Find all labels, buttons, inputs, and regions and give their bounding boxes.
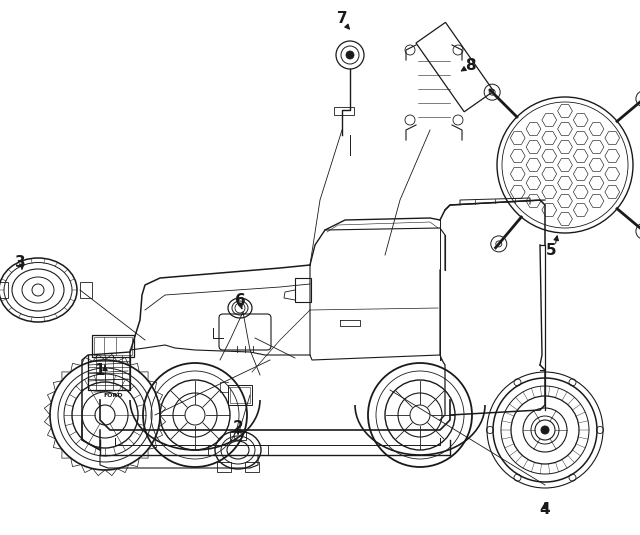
Text: FORD: FORD <box>103 393 123 398</box>
Bar <box>217 462 231 472</box>
Bar <box>245 462 259 472</box>
Text: 7: 7 <box>337 11 348 26</box>
Bar <box>80 282 92 298</box>
Circle shape <box>541 426 549 434</box>
Bar <box>230 432 246 440</box>
Bar <box>230 387 250 403</box>
Text: 3: 3 <box>15 255 26 270</box>
Bar <box>334 107 354 115</box>
Bar <box>416 22 493 112</box>
Text: 4: 4 <box>540 502 550 517</box>
Bar <box>94 337 132 355</box>
Circle shape <box>346 51 354 59</box>
Text: 5: 5 <box>546 242 556 257</box>
Bar <box>0 282 8 298</box>
Bar <box>228 385 252 405</box>
Bar <box>92 335 134 357</box>
Text: 2: 2 <box>232 421 243 435</box>
Text: 8: 8 <box>465 57 476 73</box>
Text: 6: 6 <box>235 293 245 308</box>
Bar <box>295 278 311 302</box>
Text: 1: 1 <box>95 363 105 378</box>
